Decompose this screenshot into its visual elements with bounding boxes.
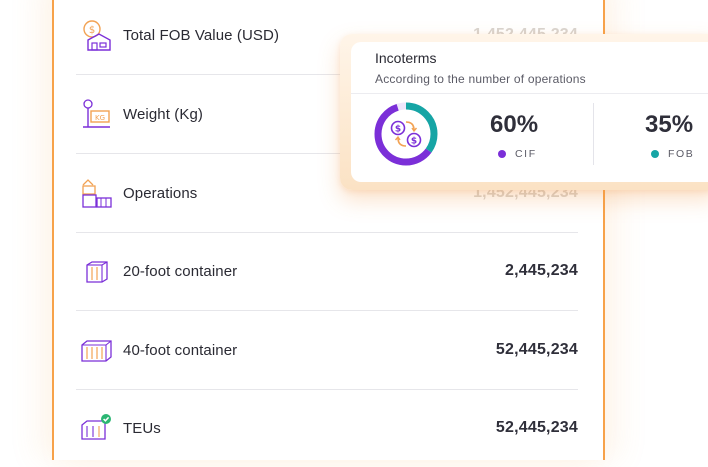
stat-row-20ft: 20-foot container 2,445,234: [76, 232, 578, 311]
fob-legend-label: FOB: [668, 148, 695, 160]
stat-row-weight: KG Weight (Kg): [76, 75, 578, 154]
incoterms-donut-chart: $ $: [374, 102, 438, 166]
container-40ft-icon: [79, 333, 113, 367]
stat-value: 52,445,234: [495, 341, 578, 358]
fob-legend: FOB: [651, 148, 694, 160]
cif-percentage: 60%: [490, 111, 539, 138]
containers-stack-icon: [79, 176, 113, 210]
cif-legend: CIF: [498, 148, 537, 160]
divider: [593, 103, 594, 165]
stat-label: Total FOB Value (USD): [123, 26, 280, 44]
stat-value: 52,445,234: [495, 419, 578, 436]
donut-arc-cif: [374, 102, 438, 166]
money-warehouse-icon: $: [79, 18, 113, 52]
incoterms-title: Incoterms: [375, 50, 437, 66]
container-teu-check-icon: [79, 411, 113, 445]
fob-legend-dot: [651, 150, 659, 158]
fob-percentage: 35%: [645, 111, 694, 138]
stat-label: TEUs: [123, 419, 161, 437]
stat-label: Operations: [123, 184, 198, 202]
stat-label: Weight (Kg): [123, 105, 204, 123]
currency-exchange-icon: $ $: [390, 120, 422, 148]
cif-legend-label: CIF: [515, 148, 537, 160]
svg-text:KG: KG: [95, 114, 105, 122]
incoterms-subtitle: According to the number of operations: [375, 72, 586, 86]
weight-scale-icon: KG: [79, 97, 113, 131]
donut-arc-fob: [374, 102, 438, 166]
svg-text:$: $: [89, 25, 95, 36]
stat-label: 40-foot container: [123, 341, 238, 359]
cif-legend-dot: [498, 150, 506, 158]
container-20ft-icon: [79, 254, 113, 288]
stat-row-40ft: 40-foot container 52,445,234: [76, 311, 578, 390]
stat-row-teus: TEUs 52,445,234: [76, 389, 578, 467]
svg-text:$: $: [395, 125, 401, 135]
stat-value: 2,445,234: [505, 262, 578, 279]
divider: [351, 93, 708, 94]
svg-text:$: $: [411, 137, 417, 147]
stat-label: 20-foot container: [123, 262, 238, 280]
